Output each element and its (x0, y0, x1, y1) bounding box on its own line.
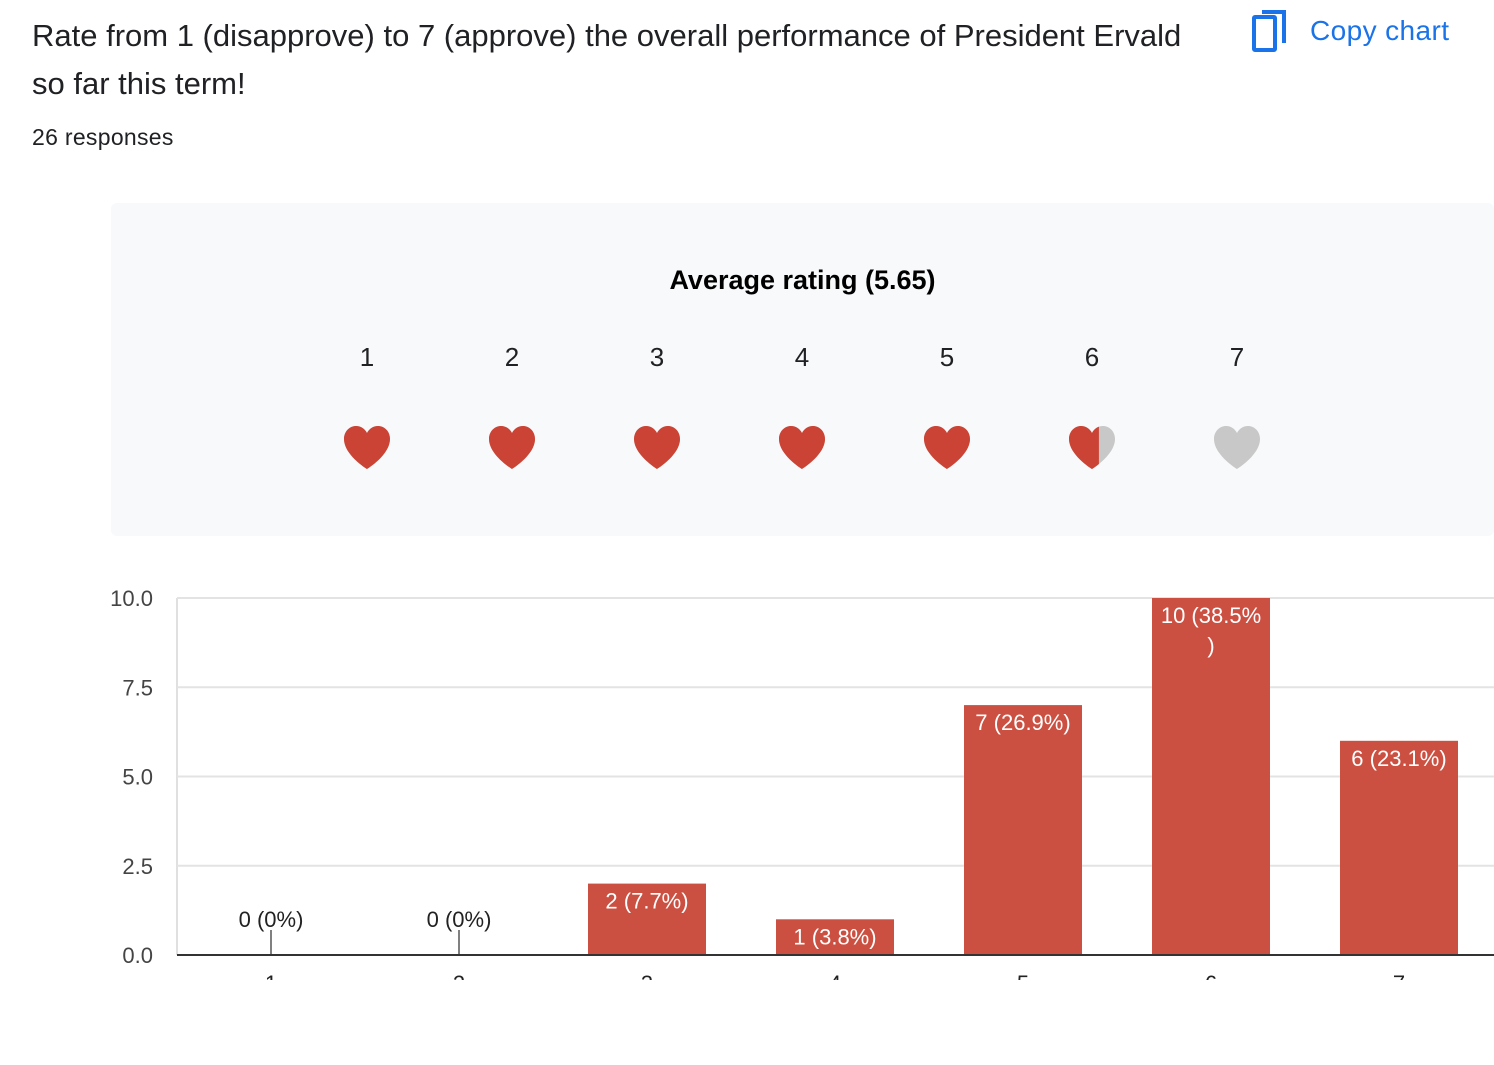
x-tick-label: 3 (641, 971, 653, 980)
rating-number: 4 (794, 342, 810, 372)
copy-icon (1252, 10, 1288, 52)
x-tick-label: 6 (1205, 971, 1217, 980)
y-tick-label: 10.0 (110, 586, 153, 611)
heart-icon (489, 426, 535, 469)
average-rating-title: Average rating (5.65) (669, 265, 936, 295)
response-count: 26 responses (32, 124, 174, 150)
copy-chart-label: Copy chart (1310, 15, 1450, 46)
x-tick-label: 5 (1017, 971, 1029, 980)
rating-option-6: 6 (1052, 341, 1132, 473)
rating-option-5: 5 (907, 341, 987, 473)
heart-icon (924, 426, 970, 469)
bar-data-label: 1 (3.8%) (793, 924, 876, 949)
rating-number: 7 (1229, 342, 1245, 372)
rating-option-7: 7 (1197, 341, 1277, 473)
bar (964, 705, 1082, 955)
x-tick-label: 4 (829, 971, 841, 980)
heart-icon (634, 426, 680, 469)
y-tick-label: 2.5 (122, 854, 153, 879)
rating-option-1: 1 (327, 341, 407, 473)
question-title: Rate from 1 (disapprove) to 7 (approve) … (32, 18, 1182, 101)
bar-data-label: 0 (0%) (427, 907, 492, 932)
x-tick-label: 7 (1393, 971, 1405, 980)
rating-option-2: 2 (472, 341, 552, 473)
y-tick-label: 7.5 (122, 675, 153, 700)
bar (588, 883, 706, 955)
heart-icon (1214, 426, 1260, 469)
bar (1152, 598, 1270, 955)
copy-chart-button[interactable]: Copy chart (1252, 8, 1449, 54)
bar (776, 919, 894, 955)
rating-option-4: 4 (762, 341, 842, 473)
bar-data-label: 7 (26.9%) (975, 710, 1070, 735)
rating-number: 1 (359, 342, 375, 372)
rating-option-3: 3 (617, 341, 697, 473)
bar-data-label: 10 (38.5% (1161, 603, 1261, 628)
average-rating-panel: Average rating (5.65) 1 2 3 4 5 6 7 (111, 203, 1494, 536)
bar-data-label: 2 (7.7%) (605, 889, 688, 914)
y-tick-label: 0.0 (122, 943, 153, 968)
bar (1340, 740, 1458, 955)
rating-number: 3 (649, 342, 665, 372)
rating-number: 5 (939, 342, 955, 372)
heart-icon (1069, 426, 1115, 469)
x-tick-label: 1 (265, 971, 277, 980)
heart-icon (344, 426, 390, 469)
bar-data-label: ) (1207, 633, 1214, 658)
bar-data-label: 0 (0%) (239, 907, 304, 932)
bar-data-label: 6 (23.1%) (1351, 746, 1446, 771)
heart-icon (779, 426, 825, 469)
y-tick-label: 5.0 (122, 765, 153, 790)
rating-number: 2 (504, 342, 520, 372)
x-tick-label: 2 (453, 971, 465, 980)
bar-chart: 0.0 2.5 5.0 7.5 10.0 0 (0%) 1 0 (0%) 2 2 (7.7%) 3 1… (110, 586, 1494, 980)
rating-number: 6 (1084, 342, 1100, 372)
